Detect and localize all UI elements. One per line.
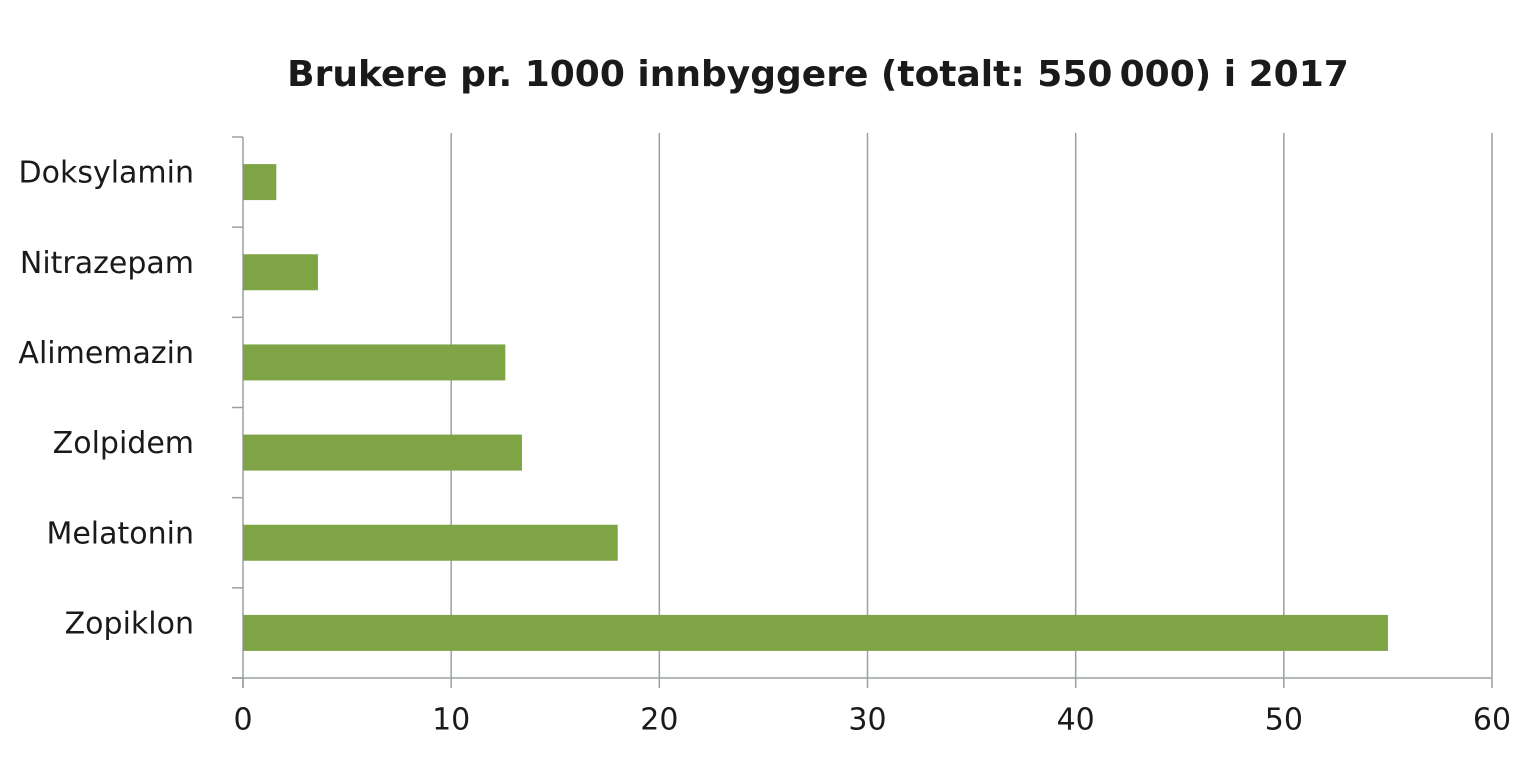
- bar: [243, 344, 506, 381]
- y-tick-label: Zopiklon: [65, 606, 194, 641]
- y-tick-label: Zolpidem: [53, 426, 194, 461]
- x-tick-label: 30: [848, 703, 886, 738]
- x-tick-label: 60: [1473, 703, 1511, 738]
- y-tick-label: Melatonin: [46, 516, 194, 551]
- bar: [243, 164, 277, 201]
- y-tick-label: Alimemazin: [18, 336, 194, 371]
- x-tick-label: 20: [640, 703, 678, 738]
- bar: [243, 434, 522, 471]
- chart-title: Brukere pr. 1000 innbyggere (totalt: 550…: [287, 54, 1349, 95]
- bar: [243, 254, 318, 291]
- x-tick-label: 40: [1057, 703, 1095, 738]
- y-tick-label: Nitrazepam: [20, 246, 194, 281]
- x-tick-label: 0: [233, 703, 252, 738]
- x-tick-label: 50: [1265, 703, 1303, 738]
- bar: [243, 614, 1388, 651]
- x-tick-label: 10: [432, 703, 470, 738]
- y-tick-label: Doksylamin: [18, 156, 194, 191]
- bar: [243, 524, 618, 561]
